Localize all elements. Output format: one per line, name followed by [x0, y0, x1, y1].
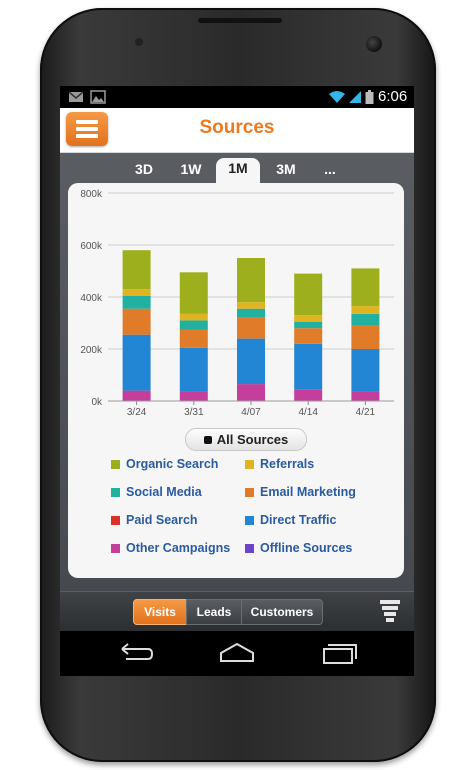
- front-camera: [366, 36, 382, 52]
- system-nav-bar: [60, 631, 414, 676]
- bar-segment[interactable]: [294, 315, 323, 322]
- funnel-icon[interactable]: [380, 600, 400, 624]
- legend-item-social-media[interactable]: Social Media: [111, 485, 202, 499]
- bottom-toolbar: Visits Leads Customers: [60, 591, 414, 632]
- tab-visits[interactable]: Visits: [133, 599, 187, 625]
- legend-swatch: [111, 488, 120, 497]
- bar-segment[interactable]: [351, 325, 380, 349]
- y-tick-label: 600k: [80, 241, 103, 252]
- proximity-sensor: [135, 38, 143, 46]
- legend-label: Email Marketing: [260, 485, 356, 499]
- legend-label: Organic Search: [126, 457, 219, 471]
- bar-segment[interactable]: [351, 349, 380, 392]
- x-tick-label: 4/07: [241, 407, 261, 418]
- bar-segment[interactable]: [237, 384, 265, 401]
- time-range-tabs: 3D 1W 1M 3M ...: [60, 153, 414, 183]
- bar-segment[interactable]: [237, 317, 265, 339]
- tab-1w[interactable]: 1W: [180, 161, 202, 177]
- legend-label: Offline Sources: [260, 541, 353, 555]
- legend-item-direct-traffic[interactable]: Direct Traffic: [245, 513, 336, 527]
- bar-segment[interactable]: [179, 313, 208, 321]
- tab-leads[interactable]: Leads: [186, 599, 242, 625]
- bar-segment[interactable]: [351, 306, 380, 314]
- legend-swatch: [245, 516, 254, 525]
- legend-label: Other Campaigns: [126, 541, 231, 555]
- bar-segment[interactable]: [237, 308, 265, 318]
- x-tick-label: 4/21: [356, 407, 376, 418]
- y-tick-label: 200k: [80, 345, 103, 356]
- bar-segment[interactable]: [237, 338, 265, 385]
- gmail-icon: [68, 91, 84, 102]
- legend-swatch: [111, 544, 120, 553]
- stacked-bar-chart: 0k 200k 400k 600k 800k 3/24 3/31 4/07 4/14 4/21: [80, 189, 394, 418]
- bar-segment[interactable]: [294, 343, 323, 390]
- legend-item-organic-search[interactable]: Organic Search: [111, 457, 218, 471]
- tab-3d[interactable]: 3D: [135, 161, 153, 177]
- back-icon[interactable]: [116, 641, 156, 665]
- main-content: 3D 1W 1M 3M ... 0k 200k 400k 600k 800k 3/24 3/…: [60, 153, 414, 591]
- y-tick-label: 800k: [80, 189, 103, 200]
- tab-3m[interactable]: 3M: [276, 161, 296, 177]
- legend-swatch: [111, 460, 120, 469]
- bar-segment[interactable]: [294, 328, 323, 344]
- status-bar: 6:06: [60, 86, 414, 108]
- bar-segment[interactable]: [122, 295, 151, 309]
- status-time: 6:06: [378, 88, 408, 105]
- chart-card: 0k 200k 400k 600k 800k 3/24 3/31 4/07 4/14 4/21 A…: [68, 183, 404, 578]
- y-tick-label: 0k: [91, 397, 103, 408]
- earpiece-slot: [198, 18, 282, 23]
- bar-segment[interactable]: [122, 250, 151, 290]
- bar-segment[interactable]: [351, 268, 380, 307]
- battery-icon: [365, 90, 374, 104]
- bar-segment[interactable]: [294, 273, 323, 316]
- x-tick-label: 4/14: [298, 407, 318, 418]
- legend-label: Social Media: [126, 485, 202, 499]
- all-sources-button[interactable]: All Sources: [185, 428, 307, 451]
- legend-label: Paid Search: [126, 513, 198, 527]
- legend-label: Referrals: [260, 457, 315, 471]
- app-bar: Sources: [60, 108, 414, 153]
- bar-segment[interactable]: [237, 258, 265, 303]
- tab-more[interactable]: ...: [324, 161, 336, 177]
- legend-item-offline-sources[interactable]: Offline Sources: [245, 541, 352, 555]
- bar-segment[interactable]: [179, 320, 208, 330]
- y-tick-label: 400k: [80, 293, 103, 304]
- signal-icon: [349, 91, 361, 103]
- legend-swatch: [111, 516, 120, 525]
- x-tick-label: 3/31: [184, 407, 204, 418]
- bar-segment[interactable]: [122, 308, 151, 335]
- bar-segment[interactable]: [122, 334, 151, 391]
- tab-customers[interactable]: Customers: [241, 599, 323, 625]
- legend-item-referrals[interactable]: Referrals: [245, 457, 314, 471]
- bar-segment[interactable]: [179, 347, 208, 392]
- legend-item-other-campaigns[interactable]: Other Campaigns: [111, 541, 230, 555]
- all-sources-label: All Sources: [216, 432, 289, 447]
- x-tick-label: 3/24: [127, 407, 147, 418]
- bar-segment[interactable]: [351, 313, 380, 326]
- bar-segment[interactable]: [294, 389, 323, 401]
- legend-item-email-marketing[interactable]: Email Marketing: [245, 485, 356, 499]
- bar-segment[interactable]: [351, 391, 380, 401]
- recent-apps-icon[interactable]: [320, 641, 360, 665]
- legend-swatch: [245, 460, 254, 469]
- page-title: Sources: [199, 117, 275, 138]
- hamburger-menu-icon[interactable]: [66, 112, 108, 146]
- legend-swatch: [245, 488, 254, 497]
- gallery-icon: [90, 90, 106, 104]
- bar-segment[interactable]: [179, 329, 208, 348]
- bar-segment[interactable]: [294, 321, 323, 329]
- bar-segment[interactable]: [122, 289, 151, 296]
- all-sources-swatch: [203, 436, 212, 444]
- bar-segment[interactable]: [122, 390, 151, 401]
- bar-segment[interactable]: [179, 272, 208, 314]
- bar-segment[interactable]: [179, 391, 208, 401]
- wifi-icon: [329, 91, 345, 103]
- legend-swatch: [245, 544, 254, 553]
- screen: 6:06 Sources 3D 1W 1M 3M ... 0k 200k 400k 6…: [60, 86, 414, 676]
- tab-1m[interactable]: 1M: [216, 158, 260, 183]
- legend-item-paid-search[interactable]: Paid Search: [111, 513, 198, 527]
- legend-label: Direct Traffic: [260, 513, 337, 527]
- bar-segment[interactable]: [237, 302, 265, 309]
- home-icon[interactable]: [217, 641, 257, 665]
